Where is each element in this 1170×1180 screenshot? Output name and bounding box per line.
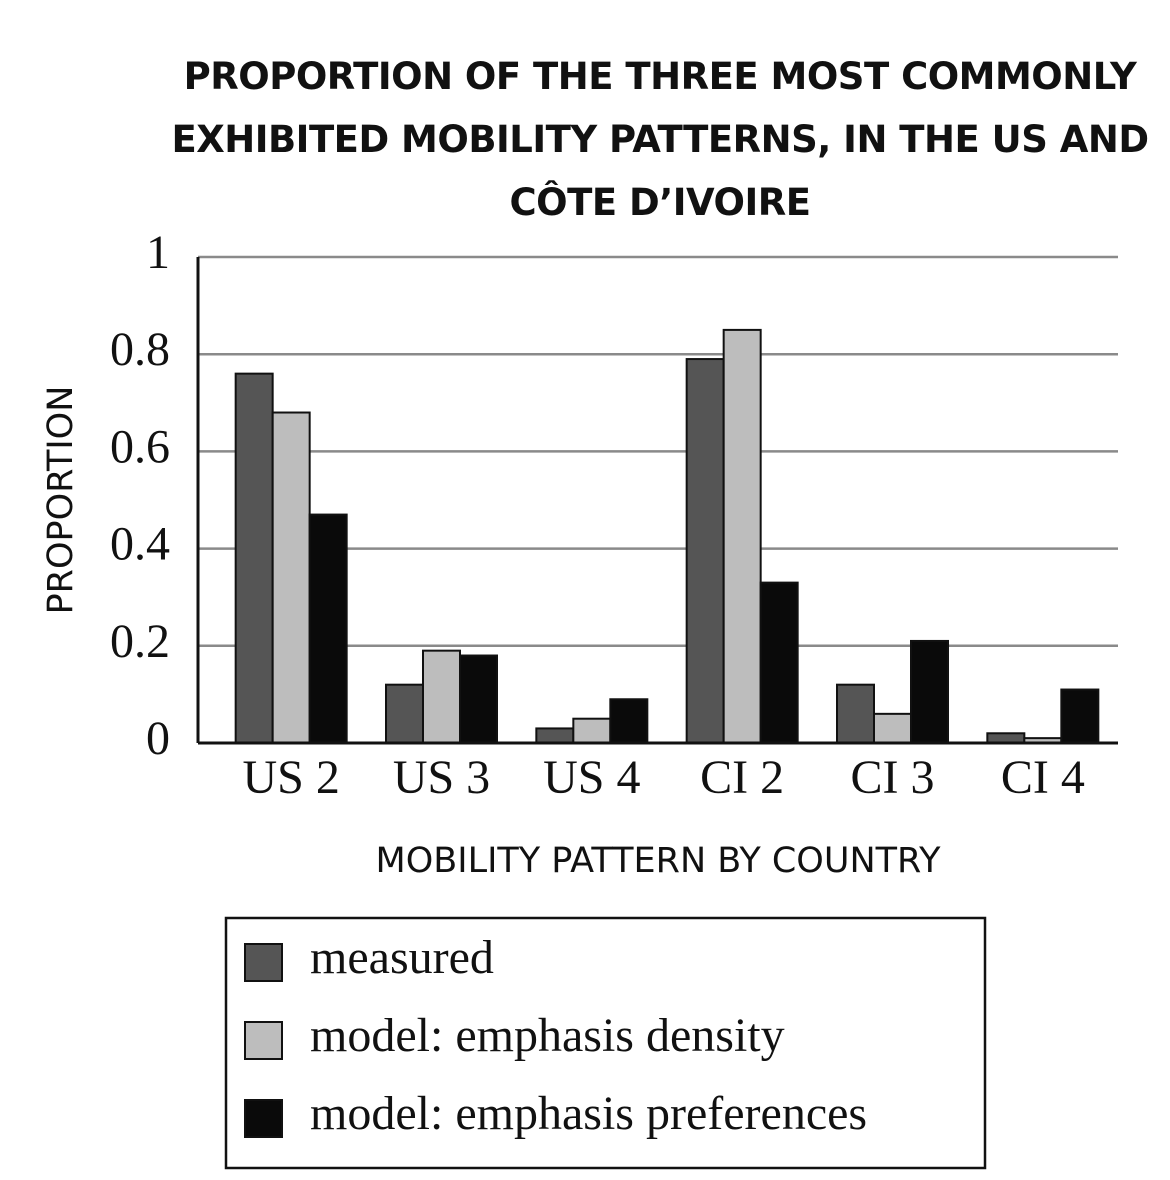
bar bbox=[685, 358, 725, 744]
bar bbox=[234, 372, 274, 744]
x-tick-label: CI 3 bbox=[851, 751, 935, 804]
bar bbox=[422, 649, 461, 744]
bar bbox=[910, 639, 949, 744]
y-tick-label: 0.6 bbox=[110, 420, 170, 473]
bar bbox=[836, 683, 875, 744]
x-tick-label: CI 2 bbox=[700, 751, 784, 804]
bar bbox=[572, 717, 612, 745]
y-tick-label: 0.8 bbox=[110, 323, 170, 376]
bar bbox=[609, 698, 649, 745]
y-tick-label: 0.2 bbox=[110, 615, 170, 668]
legend-label: model: emphasis density bbox=[310, 1009, 785, 1062]
legend-swatch bbox=[244, 1021, 283, 1060]
legend-swatch bbox=[244, 1099, 283, 1138]
x-tick-label: CI 4 bbox=[1001, 751, 1085, 804]
y-tick-label: 1 bbox=[146, 226, 170, 279]
bar bbox=[459, 654, 498, 745]
legend-box bbox=[224, 916, 987, 1170]
bar bbox=[271, 411, 311, 744]
x-tick-label: US 3 bbox=[393, 751, 490, 804]
bar bbox=[722, 328, 762, 744]
x-axis-label: MOBILITY PATTERN BY COUNTRY bbox=[376, 841, 942, 881]
x-tick-label: US 4 bbox=[543, 751, 640, 804]
bar bbox=[535, 727, 575, 744]
y-tick-label: 0 bbox=[146, 712, 170, 765]
y-tick-label: 0.4 bbox=[110, 518, 170, 571]
y-axis-label: PROPORTION bbox=[41, 386, 81, 615]
legend-swatch bbox=[244, 943, 283, 982]
chart-title: PROPORTION OF THE THREE MOST COMMONLY EX… bbox=[171, 55, 1149, 224]
bar bbox=[308, 513, 348, 745]
bar bbox=[873, 712, 912, 745]
bar bbox=[385, 683, 424, 744]
x-tick-label: US 2 bbox=[242, 751, 339, 804]
bar bbox=[759, 581, 799, 744]
legend-label: model: emphasis preferences bbox=[310, 1087, 867, 1140]
legend-label: measured bbox=[310, 931, 494, 984]
bar bbox=[1060, 688, 1100, 744]
